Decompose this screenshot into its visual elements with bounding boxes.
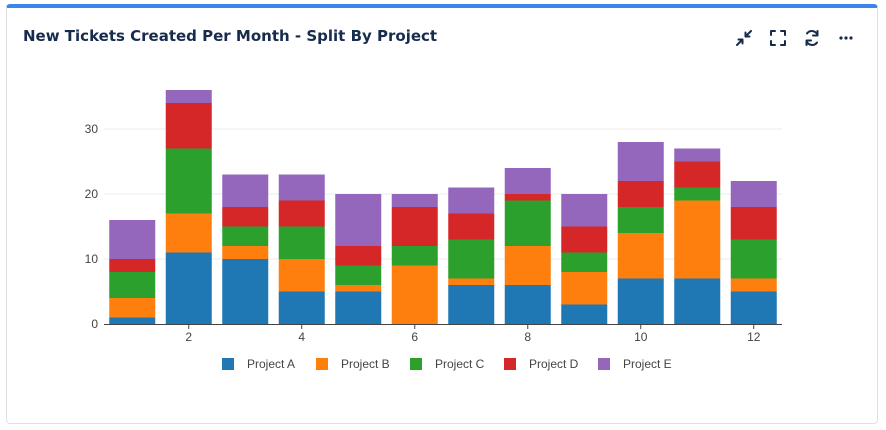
bar-segment-project-b[interactable] (561, 272, 608, 305)
legend-item[interactable]: Project B (316, 357, 390, 371)
bar-segment-project-e[interactable] (391, 194, 438, 207)
bar-segment-project-e[interactable] (448, 187, 495, 214)
bar-segment-project-c[interactable] (391, 246, 438, 266)
bar-segment-project-b[interactable] (278, 259, 325, 292)
legend-label: Project C (435, 357, 485, 371)
legend-swatch (410, 358, 422, 370)
bar-segment-project-e[interactable] (504, 168, 551, 194)
bar-segment-project-a[interactable] (617, 278, 664, 325)
bar-segment-project-b[interactable] (448, 278, 495, 286)
bar-segment-project-d[interactable] (278, 200, 325, 227)
legend-swatch (222, 358, 234, 370)
bar-segment-project-e[interactable] (335, 194, 382, 246)
bar-segment-project-b[interactable] (222, 246, 269, 259)
legend-item[interactable]: Project A (222, 357, 295, 371)
bar-segment-project-e[interactable] (165, 90, 212, 103)
bar-segment-project-e[interactable] (222, 174, 269, 208)
bar-segment-project-c[interactable] (109, 272, 156, 298)
legend-swatch (598, 358, 610, 370)
bar-segment-project-a[interactable] (165, 252, 212, 325)
bar-segment-project-d[interactable] (222, 207, 269, 227)
bar-segment-project-a[interactable] (448, 285, 495, 324)
bar-segment-project-b[interactable] (504, 246, 551, 285)
bar-segment-project-d[interactable] (391, 207, 438, 246)
bar-segment-project-a[interactable] (109, 317, 156, 325)
bar-segment-project-e[interactable] (617, 142, 664, 181)
fullscreen-icon (770, 30, 786, 46)
x-tick-label: 4 (298, 330, 305, 344)
widget-title: New Tickets Created Per Month - Split By… (23, 27, 438, 45)
minimize-button[interactable] (733, 27, 755, 49)
y-tick-label: 30 (85, 122, 99, 136)
bar-segment-project-d[interactable] (561, 226, 608, 253)
bar-segment-project-d[interactable] (335, 246, 382, 266)
bar-segment-project-b[interactable] (730, 278, 777, 292)
bar-segment-project-c[interactable] (335, 265, 382, 286)
bar-segment-project-c[interactable] (504, 200, 551, 247)
bar-segment-project-a[interactable] (561, 304, 608, 325)
legend-label: Project D (529, 357, 579, 371)
bar-segment-project-b[interactable] (335, 285, 382, 292)
fullscreen-button[interactable] (767, 27, 789, 49)
bar-segment-project-a[interactable] (730, 291, 777, 325)
legend-item[interactable]: Project E (598, 357, 672, 371)
bar-segment-project-e[interactable] (278, 174, 325, 201)
legend-item[interactable]: Project C (410, 357, 485, 371)
bar-segment-project-d[interactable] (730, 207, 777, 240)
refresh-icon (805, 30, 819, 46)
legend-swatch (504, 358, 516, 370)
legend-swatch (316, 358, 328, 370)
y-tick-label: 0 (91, 317, 98, 331)
x-tick-label: 12 (747, 330, 761, 344)
bar-segment-project-c[interactable] (617, 207, 664, 233)
bar-segment-project-b[interactable] (674, 200, 721, 279)
bar-segment-project-b[interactable] (617, 233, 664, 279)
bar-segment-project-a[interactable] (222, 259, 269, 324)
bar-segment-project-d[interactable] (504, 194, 551, 201)
more-options-button[interactable] (835, 27, 857, 49)
bar-segment-project-e[interactable] (109, 220, 156, 259)
refresh-button[interactable] (801, 27, 823, 49)
bar-segment-project-c[interactable] (278, 226, 325, 260)
bar-segment-project-e[interactable] (674, 148, 721, 162)
y-tick-label: 10 (85, 252, 99, 266)
x-tick-label: 2 (185, 330, 192, 344)
bar-segment-project-b[interactable] (391, 265, 438, 325)
bar-segment-project-b[interactable] (109, 298, 156, 318)
bar-segment-project-d[interactable] (617, 181, 664, 207)
widget-toolbar (733, 27, 857, 49)
bar-segment-project-c[interactable] (561, 252, 608, 273)
legend-item[interactable]: Project D (504, 357, 579, 371)
bar-segment-project-d[interactable] (674, 161, 721, 188)
legend-label: Project A (247, 357, 295, 371)
more-options-icon (839, 36, 853, 40)
x-tick-label: 8 (524, 330, 531, 344)
y-tick-label: 20 (85, 187, 99, 201)
bar-segment-project-c[interactable] (674, 187, 721, 201)
legend-label: Project E (623, 357, 672, 371)
bar-segment-project-c[interactable] (448, 239, 495, 279)
bar-segment-project-a[interactable] (504, 285, 551, 324)
bar-segment-project-b[interactable] (165, 213, 212, 253)
x-tick-label: 6 (411, 330, 418, 344)
bar-segment-project-c[interactable] (222, 226, 269, 247)
legend-label: Project B (341, 357, 390, 371)
bar-segment-project-d[interactable] (448, 213, 495, 240)
bar-segment-project-e[interactable] (730, 181, 777, 207)
bar-segment-project-a[interactable] (335, 291, 382, 325)
minimize-icon (736, 30, 752, 46)
bar-segment-project-a[interactable] (674, 278, 721, 325)
bar-segment-project-c[interactable] (730, 239, 777, 279)
x-tick-label: 10 (634, 330, 648, 344)
bar-segment-project-e[interactable] (561, 194, 608, 227)
bar-segment-project-a[interactable] (278, 291, 325, 325)
bar-segment-project-d[interactable] (165, 103, 212, 149)
bar-segment-project-c[interactable] (165, 148, 212, 214)
bar-segment-project-d[interactable] (109, 259, 156, 272)
